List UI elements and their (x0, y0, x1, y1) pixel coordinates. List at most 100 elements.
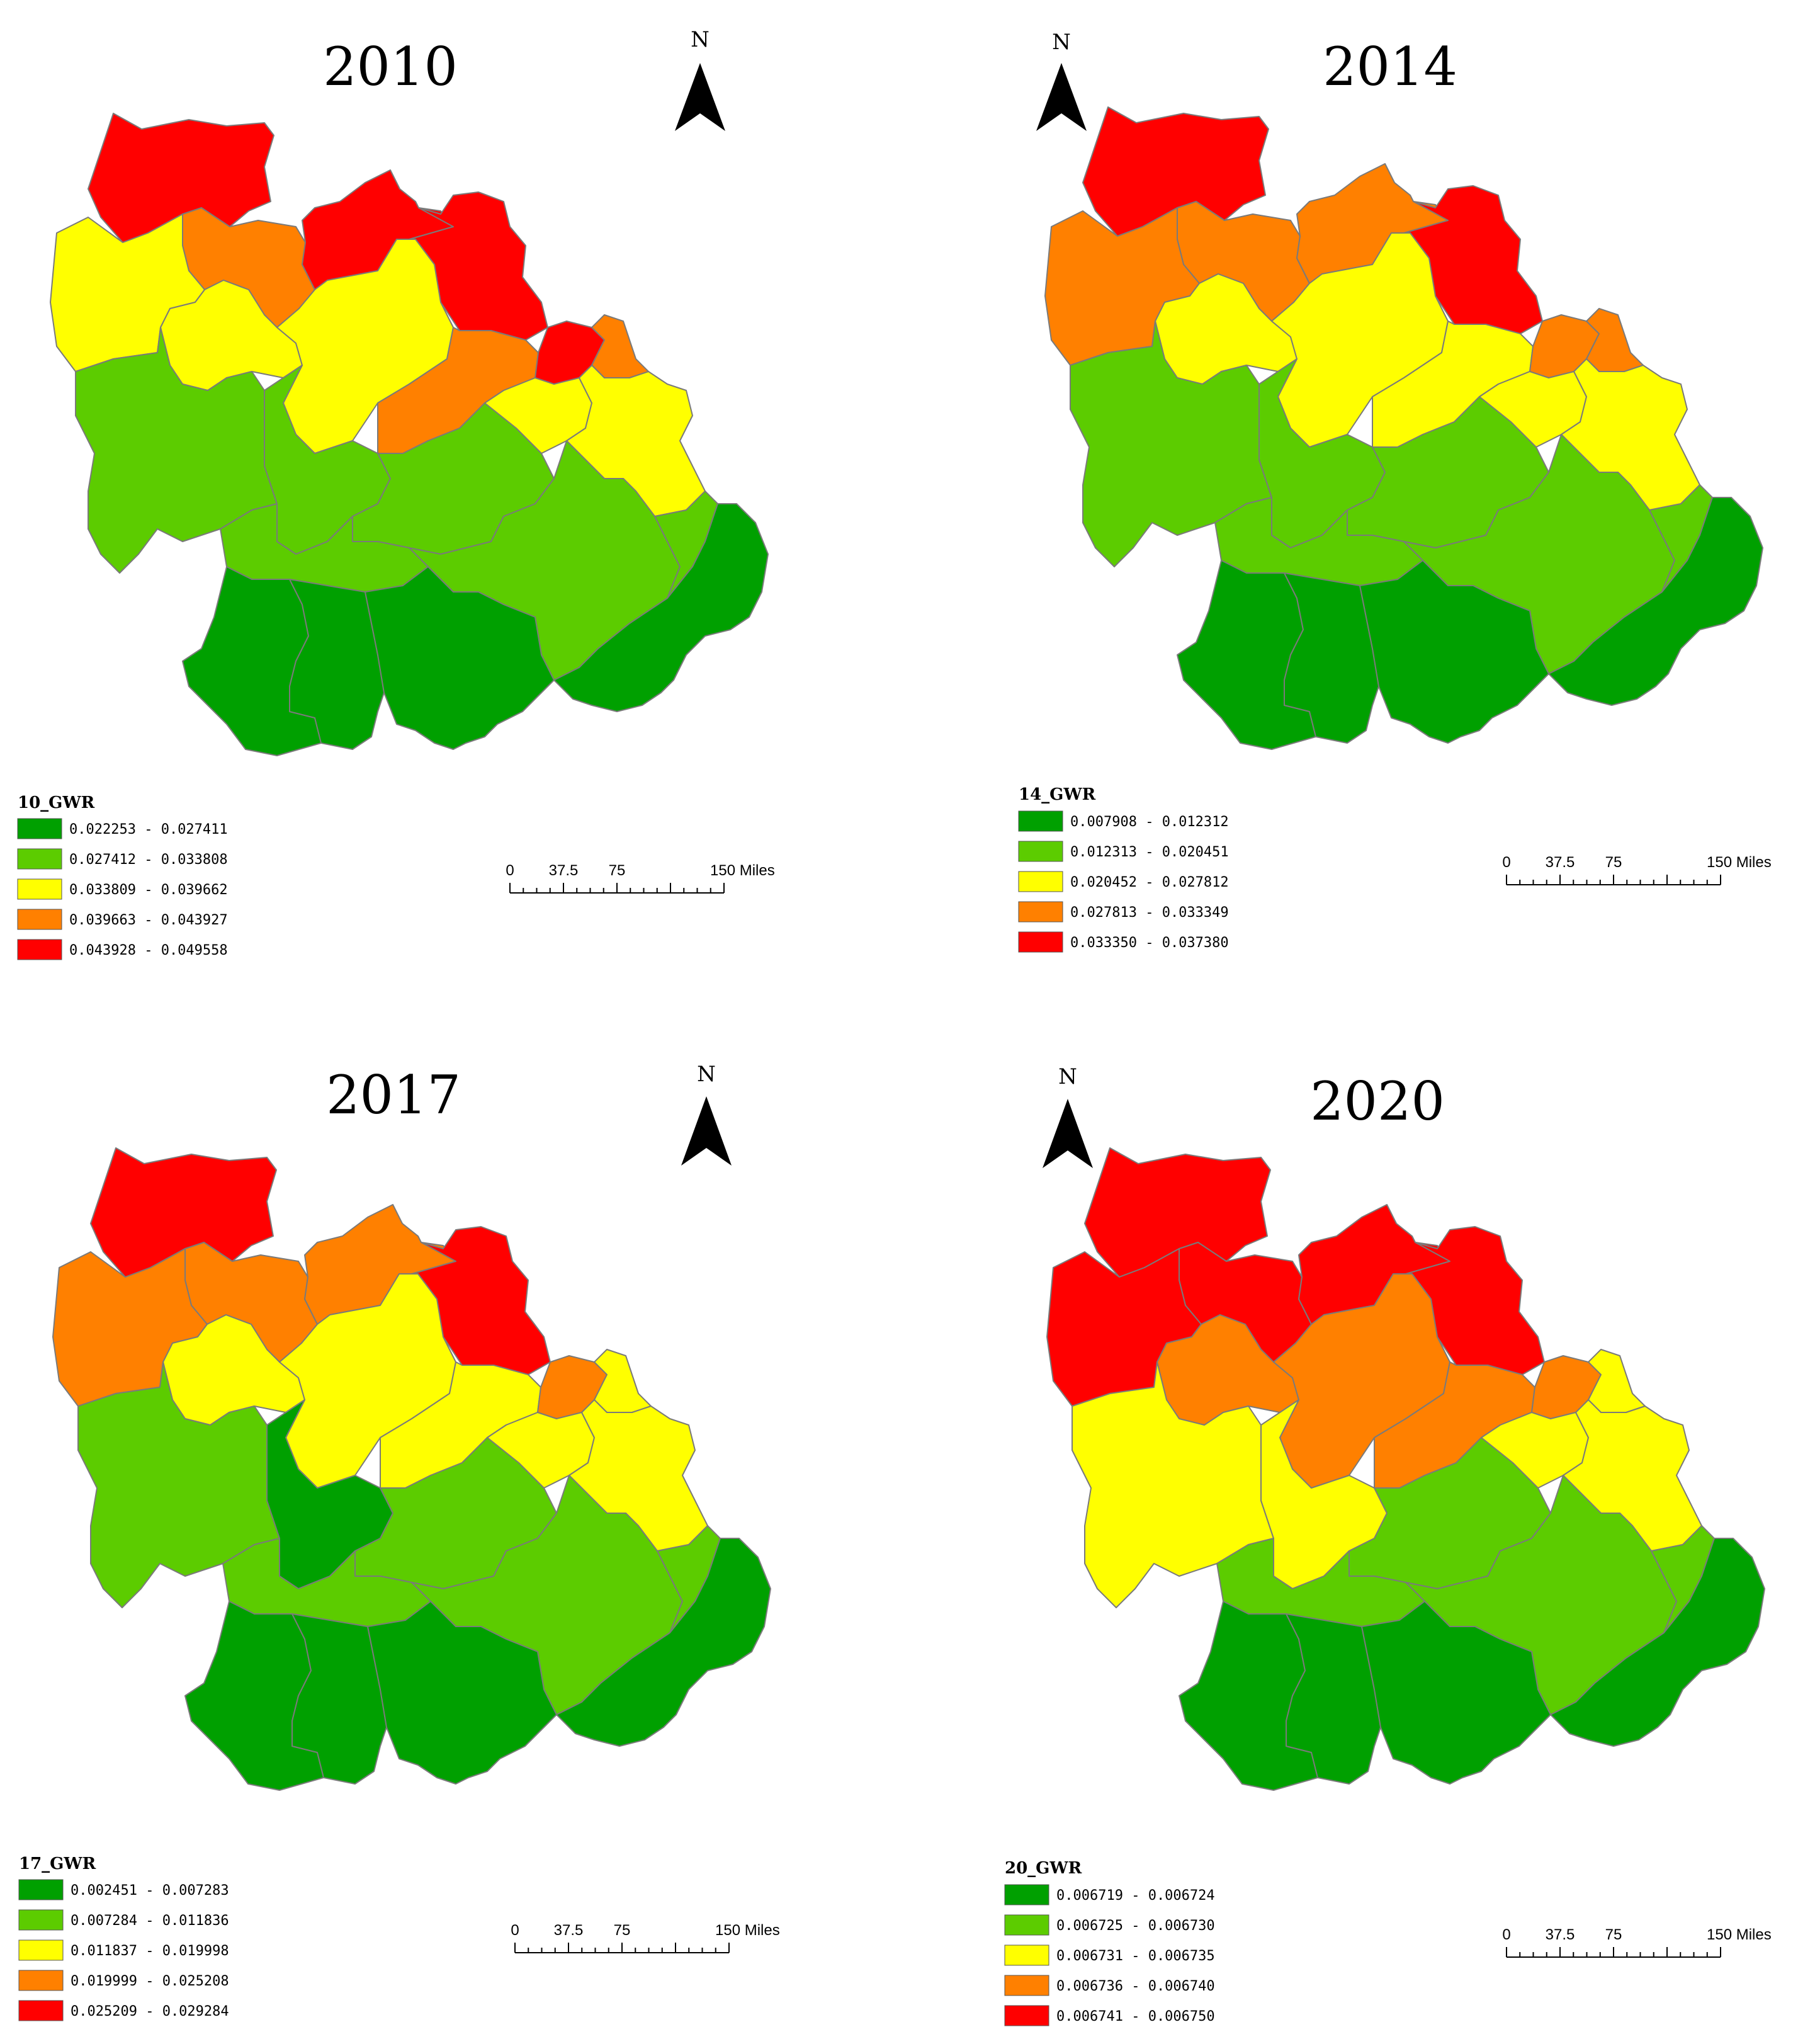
legend-label: 0.006725 - 0.006730 (1056, 1918, 1215, 1934)
map-svg: 2014 N 14_GWR 0.007908 - 0.012312 0.012313 -… (1018, 30, 1772, 953)
map-region (1359, 560, 1549, 744)
map-regions (1046, 1147, 1765, 1791)
legend-label: 0.007284 - 0.011836 (71, 1913, 229, 1929)
scale-bar-label: 0 (1502, 1926, 1510, 1943)
legend-swatch (1004, 1914, 1049, 1936)
legend-swatch (1004, 1945, 1049, 1966)
legend-swatch (17, 818, 62, 839)
legend-label: 0.006736 - 0.006740 (1056, 1979, 1215, 1994)
map-region (367, 1601, 557, 1785)
map-region (1082, 106, 1269, 237)
north-label: N (691, 27, 710, 52)
legend-title: 14_GWR (1019, 785, 1096, 804)
scale-bar-label: 75 (609, 862, 626, 879)
map-panel-2014: 2014 N 14_GWR 0.007908 - 0.012312 0.012313 -… (899, 0, 1798, 1022)
scale-bar-label: 75 (614, 1922, 631, 1939)
north-label: N (1058, 1064, 1077, 1089)
legend-label: 0.022253 - 0.027411 (69, 822, 228, 837)
north-arrow-icon (675, 63, 725, 131)
map-title: 2014 (1323, 36, 1457, 98)
legend-swatch (17, 909, 62, 930)
scale-bar-label: 0 (1502, 854, 1510, 871)
scale-bar-label: 37.5 (554, 1922, 584, 1939)
legend-title: 20_GWR (1005, 1859, 1082, 1878)
map-panel-2010: 2010 N 10_GWR 0.022253 - 0.027411 0.027412 -… (0, 0, 899, 1022)
legend-swatch (17, 939, 62, 960)
scale-bar-label: 0 (511, 1922, 519, 1939)
legend-label: 0.011837 - 0.019998 (71, 1943, 229, 1959)
scale-bar-label: 0 (506, 862, 514, 879)
scale-bar-label: 37.5 (1546, 1926, 1575, 1943)
legend-label: 0.002451 - 0.007283 (71, 1883, 229, 1899)
scale-bar: 0 37.5 75 150 Miles (506, 862, 775, 894)
legend-label: 0.007908 - 0.012312 (1070, 814, 1229, 830)
north-label: N (697, 1062, 716, 1087)
legend-swatch (17, 848, 62, 870)
scale-bar-label: 150 Miles (715, 1922, 780, 1939)
legend-label: 0.020452 - 0.027812 (1070, 875, 1229, 890)
map-region (365, 566, 555, 750)
legend-label: 0.033809 - 0.039662 (69, 882, 228, 898)
legend-swatch (18, 1970, 64, 1991)
legend-label: 0.043928 - 0.049558 (69, 943, 228, 958)
legend-title: 10_GWR (18, 793, 95, 812)
map-panel-2017: 2017 N 17_GWR 0.002451 - 0.007283 0.007284 -… (0, 1022, 899, 2044)
map-region (1548, 497, 1763, 706)
scale-bar-label: 150 Miles (1707, 854, 1772, 871)
scale-bar: 0 37.5 75 150 Miles (1502, 1926, 1772, 1958)
legend-swatch (18, 1939, 64, 1961)
legend-swatch (1018, 871, 1063, 892)
map-title: 2020 (1310, 1070, 1445, 1132)
legend-label: 0.027412 - 0.033808 (69, 852, 228, 868)
map-region (1550, 1538, 1765, 1747)
scale-bar-label: 150 Miles (710, 862, 775, 879)
legend-title: 17_GWR (19, 1854, 96, 1873)
scale-bar-label: 37.5 (549, 862, 579, 879)
scale-bar-label: 75 (1605, 1926, 1622, 1943)
scale-bar-label: 37.5 (1546, 854, 1575, 871)
legend-swatch (1018, 841, 1063, 862)
north-arrow-icon (1043, 1099, 1093, 1168)
legend-label: 0.012313 - 0.020451 (1070, 844, 1229, 860)
map-svg: 2020 N 20_GWR 0.006719 - 0.006724 0.006725 -… (1004, 1064, 1772, 2026)
legend-label: 0.006741 - 0.006750 (1056, 2009, 1215, 2024)
map-svg: 2010 N 10_GWR 0.022253 - 0.027411 0.027412 -… (17, 27, 775, 960)
north-label: N (1052, 30, 1071, 55)
scale-bar: 0 37.5 75 150 Miles (1502, 854, 1772, 885)
north-arrow-icon (1036, 63, 1087, 131)
legend-label: 0.033350 - 0.037380 (1070, 935, 1229, 951)
legend-label: 0.006719 - 0.006724 (1056, 1888, 1215, 1904)
legend-label: 0.019999 - 0.025208 (71, 1973, 229, 1989)
map-title: 2017 (326, 1064, 461, 1126)
map-region (1361, 1601, 1551, 1785)
legend-label: 0.027813 - 0.033349 (1070, 905, 1229, 921)
legend-swatch (18, 1909, 64, 1931)
legend-swatch (1018, 901, 1063, 923)
legend-label: 0.025209 - 0.029284 (71, 2004, 229, 2019)
legend-swatch (17, 878, 62, 900)
legend-label: 0.006731 - 0.006735 (1056, 1948, 1215, 1964)
scale-bar-label: 75 (1605, 854, 1622, 871)
map-region (553, 503, 769, 712)
scale-bar: 0 37.5 75 150 Miles (511, 1922, 780, 1953)
legend-swatch (18, 1879, 64, 1900)
legend-swatch (18, 2000, 64, 2021)
map-svg: 2017 N 17_GWR 0.002451 - 0.007283 0.007284 -… (18, 1062, 780, 2021)
north-arrow-icon (681, 1096, 732, 1166)
map-regions (1044, 106, 1763, 750)
legend-swatch (1004, 1975, 1049, 1996)
map-regions (50, 113, 769, 756)
legend-swatch (1004, 1884, 1049, 1905)
map-regions (52, 1147, 771, 1791)
legend-swatch (1018, 810, 1063, 832)
map-region (88, 113, 274, 243)
map-title: 2010 (323, 36, 458, 98)
map-region (556, 1538, 771, 1747)
scale-bar-label: 150 Miles (1707, 1926, 1772, 1943)
legend-swatch (1018, 931, 1063, 953)
legend-swatch (1004, 2005, 1049, 2026)
map-region (90, 1147, 277, 1278)
legend-label: 0.039663 - 0.043927 (69, 912, 228, 928)
map-region (1084, 1147, 1271, 1278)
map-panel-2020: 2020 N 20_GWR 0.006719 - 0.006724 0.006725 -… (899, 1022, 1798, 2044)
